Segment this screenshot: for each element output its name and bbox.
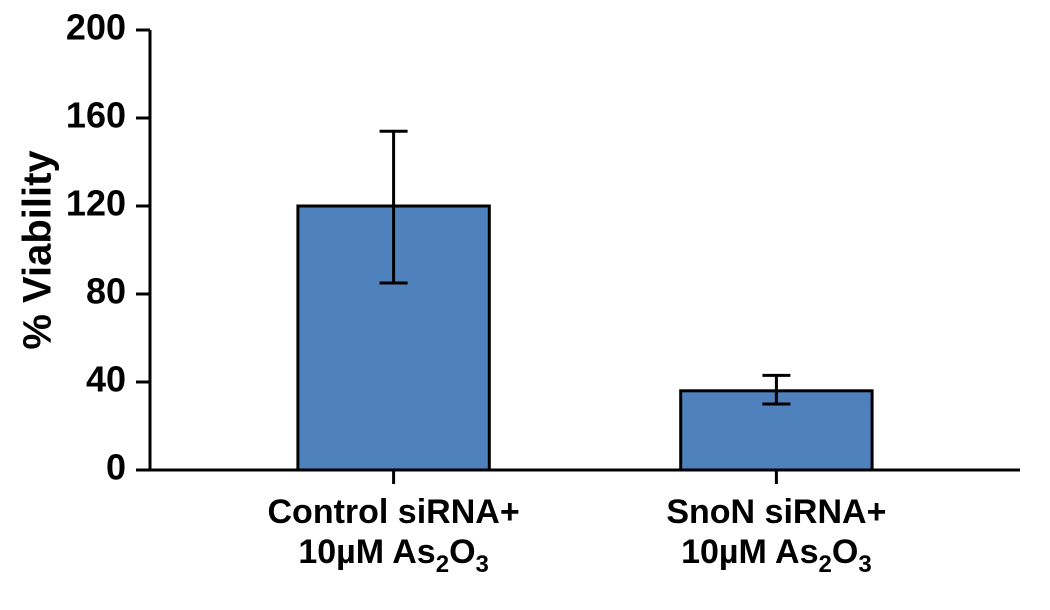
- x-label-line1-snon: SnoN siRNA+: [666, 493, 886, 531]
- y-tick-label: 40: [86, 359, 126, 400]
- y-tick-label: 80: [86, 271, 126, 312]
- y-tick-label: 160: [66, 95, 126, 136]
- y-axis-label: % Viability: [16, 150, 60, 350]
- y-tick-label: 0: [106, 447, 126, 488]
- viability-bar-chart: 04080120160200% ViabilityControl siRNA+1…: [0, 0, 1050, 610]
- chart-svg: 04080120160200% ViabilityControl siRNA+1…: [0, 0, 1050, 610]
- y-tick-label: 200: [66, 7, 126, 48]
- y-tick-label: 120: [66, 183, 126, 224]
- x-label-line1-control: Control siRNA+: [268, 493, 520, 531]
